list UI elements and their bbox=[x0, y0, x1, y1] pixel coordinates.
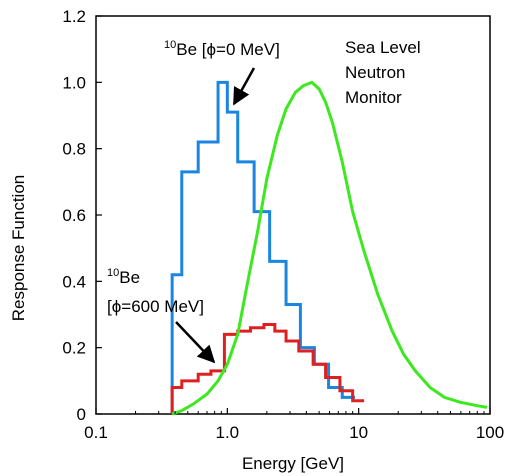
annotation-be10-phi600-open: [ bbox=[107, 297, 112, 316]
annotation-be10-phi0-sup: 10 bbox=[164, 39, 176, 51]
annotation-be10-phi0-rest: =0 MeV] bbox=[216, 40, 280, 59]
x-axis-label: Energy [GeV] bbox=[242, 454, 344, 473]
y-tick-label: 0.8 bbox=[62, 140, 86, 159]
y-tick-label: 1.2 bbox=[62, 7, 86, 26]
annotation-neutron-monitor-line3: Monitor bbox=[345, 88, 402, 107]
plot-frame bbox=[95, 15, 491, 415]
annotation-be10-phi0-phi: ϕ bbox=[207, 40, 217, 59]
annotation-neutron-monitor-line2: Neutron bbox=[345, 63, 405, 82]
annotation-be10-phi0-label: Be [ bbox=[176, 40, 207, 59]
x-tick-label: 0.1 bbox=[84, 423, 108, 442]
annotation-be10-phi600-line1: 10Be bbox=[107, 267, 140, 287]
y-tick-label: 0.4 bbox=[62, 272, 86, 291]
annotation-arrow-phi600 bbox=[175, 321, 216, 364]
x-tick-label: 100 bbox=[476, 423, 504, 442]
tick-layer: 0.1 1.0 10 100 0 0.2 0.4 0.6 0.8 1.0 1.2 bbox=[62, 7, 504, 442]
y-tick-label: 0 bbox=[77, 405, 86, 424]
annotation-neutron-monitor-line1: Sea Level bbox=[345, 38, 421, 57]
annotation-be10-phi600-label: Be bbox=[119, 268, 140, 287]
plot-area-border bbox=[95, 15, 491, 415]
neutron-monitor-series bbox=[171, 80, 488, 416]
annotation-be10-phi600-phi: ϕ bbox=[112, 297, 122, 316]
x-tick-label: 1.0 bbox=[216, 423, 240, 442]
series-layer bbox=[170, 80, 488, 416]
be10-phi0-series bbox=[170, 80, 356, 414]
be10-phi600-series bbox=[170, 322, 365, 414]
annotation-be10-phi600-rest: =600 MeV] bbox=[121, 297, 204, 316]
annotation-arrow-phi0 bbox=[232, 67, 256, 106]
x-tick-label: 10 bbox=[349, 423, 368, 442]
y-tick-label: 1.0 bbox=[62, 73, 86, 92]
y-axis-label: Response Function bbox=[9, 175, 28, 321]
annotation-be10-phi600-sup: 10 bbox=[107, 267, 119, 279]
annotation-be10-phi600-line2: [ϕ=600 MeV] bbox=[107, 297, 204, 316]
annotation-be10-phi0: 10Be [ϕ=0 MeV] bbox=[164, 39, 280, 59]
y-tick-label: 0.2 bbox=[62, 339, 86, 358]
y-tick-label: 0.6 bbox=[62, 206, 86, 225]
